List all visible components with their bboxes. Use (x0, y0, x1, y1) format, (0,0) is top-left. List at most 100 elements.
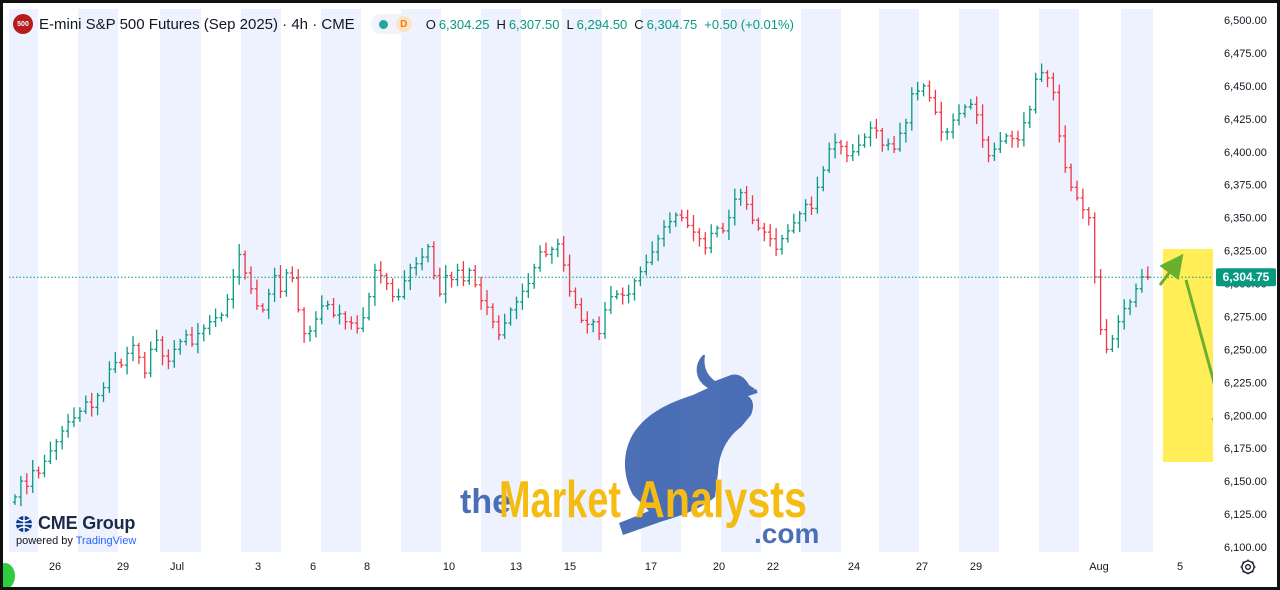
bull-horn-icon (744, 389, 758, 397)
session-band (959, 9, 999, 552)
ohlc-bar (1080, 188, 1086, 219)
ohlc-bar (107, 361, 112, 393)
ohlc-bar (632, 278, 637, 301)
ohlc-bar (154, 329, 159, 353)
session-bands (9, 9, 1153, 552)
high-label: H (496, 16, 506, 32)
ohlc-bar (337, 304, 342, 325)
ohlc-bar (1086, 207, 1091, 226)
ohlc-bar (183, 329, 189, 346)
market-status[interactable]: D (370, 14, 420, 34)
ohlc-bar (850, 143, 855, 161)
ohlc-bar (166, 349, 171, 370)
ohlc-bar (661, 220, 667, 247)
ohlc-bar (225, 294, 230, 318)
session-band (401, 9, 441, 552)
price-tick-label: 6,125.00 (1224, 509, 1267, 521)
ohlc-bar (644, 254, 649, 276)
ohlc-bar (933, 89, 938, 115)
price-tick-label: 6,375.00 (1224, 180, 1267, 192)
time-tick-label: 15 (564, 561, 576, 573)
ohlc-bar (248, 266, 254, 295)
price-tick-label: 6,175.00 (1224, 443, 1267, 455)
ohlc-bar (897, 122, 903, 152)
ohlc-bar (921, 83, 926, 97)
time-axis[interactable]: 26 29 Jul 3 6 8 10 13 15 17 20 22 24 27 29 Aug 5 (3, 552, 1280, 590)
ohlc-bar (950, 113, 956, 139)
ohlc-bar (172, 340, 177, 368)
tradingview-link[interactable]: TradingView (75, 535, 137, 547)
price-tick-label: 6,400.00 (1224, 147, 1267, 159)
ohlc-bar (520, 283, 525, 310)
ohlc-bar (1127, 299, 1133, 316)
ohlc-bar (83, 395, 88, 414)
time-tick-label: 29 (117, 561, 129, 573)
ohlc-bar (891, 135, 897, 154)
ohlc-bar (231, 269, 236, 309)
ohlc-bar (856, 134, 861, 156)
ohlc-bar (89, 392, 94, 417)
low-value: 6,294.50 (576, 16, 628, 32)
time-tick-label: 3 (255, 561, 261, 573)
cme-group-text: CME Group (38, 513, 136, 533)
ohlc-bar (1068, 163, 1074, 192)
ohlc-bar (785, 224, 791, 243)
price-tick-label: 6,450.00 (1224, 81, 1267, 93)
ohlc-bar (77, 407, 83, 422)
powered-by[interactable]: powered by TradingView (16, 535, 136, 547)
ohlc-bar (514, 296, 519, 320)
ohlc-bar (945, 128, 950, 140)
chart-settings-icon[interactable] (1239, 558, 1257, 576)
ohlc-bar (402, 270, 407, 300)
ohlc-bar (378, 261, 383, 284)
ohlc-bar (18, 475, 24, 507)
ohlc-bar (36, 466, 41, 479)
ohlc-bar (709, 224, 714, 254)
ohlc-bar (48, 441, 53, 464)
time-tick-label: 6 (310, 561, 316, 573)
time-tick-label: 22 (767, 561, 779, 573)
ohlc-bar (455, 263, 460, 287)
ohlc-bar (791, 213, 796, 234)
ohlc-values: O 6,304.25 H 6,307.50 L 6,294.50 C 6,304.75 … (426, 17, 794, 32)
ohlc-bar (685, 209, 690, 229)
powered-by-text: powered by (16, 535, 73, 547)
ohlc-bar (1033, 72, 1038, 114)
price-axis[interactable]: 6,500.00 6,475.00 6,450.00 6,425.00 6,400.00… (1213, 3, 1280, 590)
ohlc-bar (113, 352, 118, 374)
ohlc-bar (490, 303, 496, 329)
symbol-title[interactable]: E-mini S&P 500 Futures (Sep 2025) · 4h ·… (39, 15, 355, 33)
ohlc-bar (296, 269, 301, 313)
ohlc-bar (1074, 180, 1080, 201)
open-label: O (425, 16, 436, 32)
ohlc-bar (65, 413, 71, 438)
change-value: +0.50 (+0.01%) (704, 16, 794, 32)
ohlc-bar (909, 87, 914, 131)
ohlc-bar (732, 188, 737, 226)
delayed-data-badge: D (395, 16, 412, 32)
ohlc-bar (579, 297, 584, 324)
price-tick-label: 6,350.00 (1224, 213, 1267, 225)
ohlc-bar (124, 346, 130, 375)
ohlc-bar (1045, 70, 1050, 88)
chart-legend[interactable]: 500 E-mini S&P 500 Futures (Sep 2025) · … (13, 12, 794, 36)
close-value: 6,304.75 (646, 16, 698, 32)
ohlc-bar (998, 131, 1003, 154)
ohlc-bar (1015, 130, 1021, 148)
ohlc-bar (272, 267, 277, 302)
ohlc-bar (886, 138, 891, 151)
ohlc-bar (1092, 212, 1097, 284)
ohlc-bar (868, 121, 873, 147)
ohlc-bar (1004, 133, 1009, 144)
ohlc-bar (549, 246, 555, 264)
ohlc-bar (219, 312, 224, 322)
market-open-dot-icon (378, 19, 388, 29)
ohlc-bar (880, 128, 885, 152)
price-tick-label: 6,100.00 (1224, 542, 1267, 554)
time-tick-label: Aug (1089, 561, 1109, 573)
ohlc-bar (372, 263, 378, 306)
time-tick-label: Jul (170, 561, 184, 573)
ohlc-bar (478, 276, 484, 310)
